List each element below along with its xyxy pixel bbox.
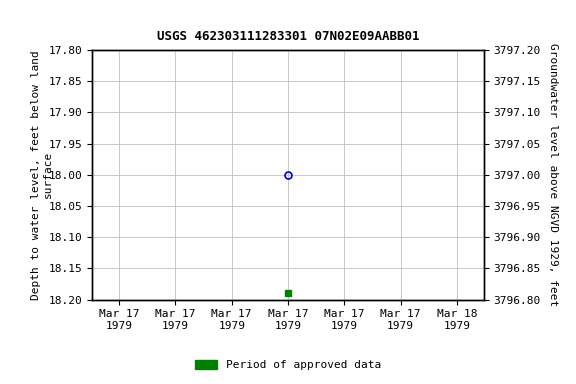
Title: USGS 462303111283301 07N02E09AABB01: USGS 462303111283301 07N02E09AABB01 <box>157 30 419 43</box>
Legend: Period of approved data: Period of approved data <box>191 356 385 375</box>
Y-axis label: Groundwater level above NGVD 1929, feet: Groundwater level above NGVD 1929, feet <box>548 43 558 306</box>
Y-axis label: Depth to water level, feet below land
surface: Depth to water level, feet below land su… <box>31 50 52 300</box>
